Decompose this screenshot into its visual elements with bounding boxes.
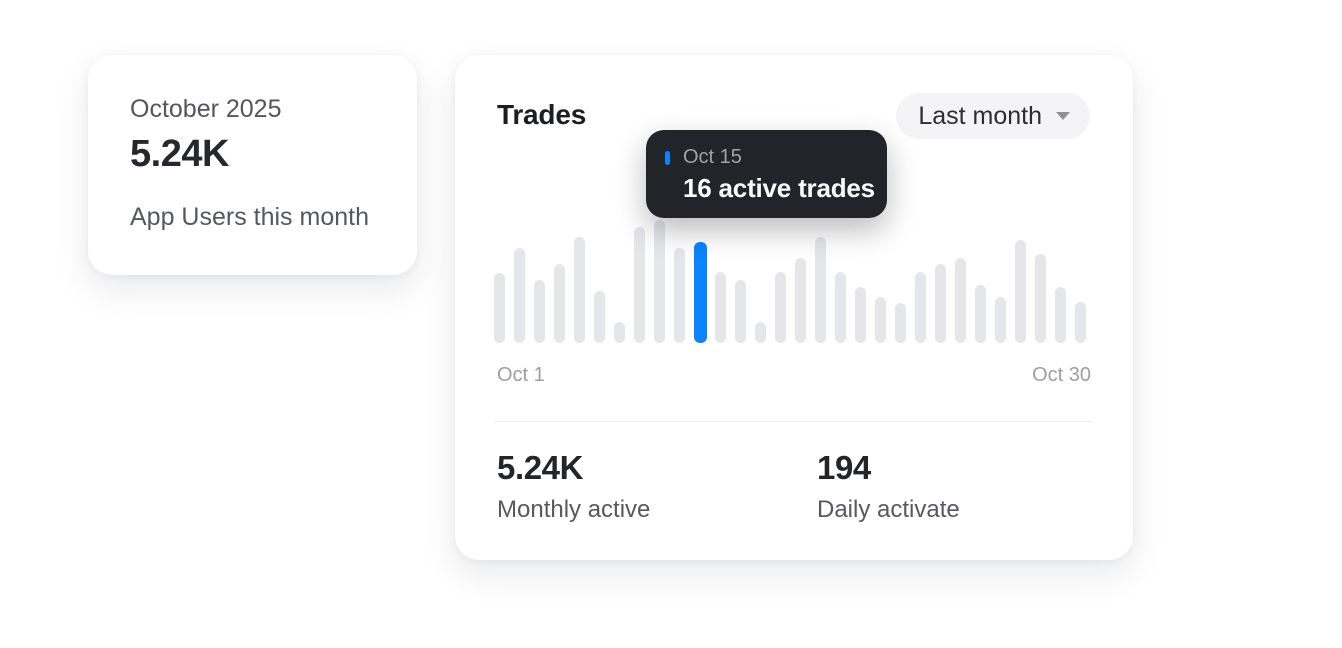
tooltip-header: Oct 15: [665, 146, 742, 169]
bar-oct-11[interactable]: [693, 242, 707, 343]
bar-oct-13[interactable]: [735, 280, 747, 343]
bar-oct-16[interactable]: [795, 258, 807, 343]
bar-oct-15[interactable]: [775, 272, 787, 343]
bar-oct-28[interactable]: [1034, 254, 1046, 343]
bar-oct-27[interactable]: [1014, 240, 1026, 343]
bar-oct-10[interactable]: [673, 248, 685, 343]
bar-oct-6[interactable]: [593, 291, 605, 343]
bar-chart: [494, 220, 1086, 343]
bar-oct-24[interactable]: [954, 258, 966, 343]
period-label: October 2025: [130, 95, 282, 123]
stats-row: 5.24K Monthly active 194 Daily activate: [497, 449, 1137, 524]
tooltip-date: Oct 15: [683, 146, 742, 168]
x-axis: Oct 1 Oct 30: [497, 364, 1091, 387]
stat-label: Monthly active: [497, 496, 651, 523]
bar-oct-22[interactable]: [915, 272, 927, 343]
range-selector-button[interactable]: Last month: [896, 93, 1090, 139]
stat-label: Daily activate: [817, 496, 960, 523]
bar-oct-8[interactable]: [633, 227, 645, 343]
axis-label-start: Oct 1: [497, 364, 545, 386]
bar-oct-17[interactable]: [815, 237, 827, 343]
bar-oct-7[interactable]: [613, 322, 625, 343]
divider: [495, 421, 1093, 422]
trades-card: Trades Last month Oct 15 16 active trade…: [455, 55, 1133, 560]
bar-oct-1[interactable]: [494, 273, 505, 343]
summary-card: October 2025 5.24K App Users this month: [88, 55, 417, 275]
card-title: Trades: [497, 99, 587, 130]
tooltip-value: 16 active trades: [683, 173, 875, 203]
summary-value: 5.24K: [130, 133, 229, 175]
bar-oct-19[interactable]: [855, 287, 867, 343]
stat-value: 194: [817, 449, 871, 486]
stat-daily-activate: 194 Daily activate: [817, 449, 1137, 524]
bar-oct-29[interactable]: [1054, 287, 1066, 343]
bar-oct-12[interactable]: [715, 272, 727, 343]
summary-caption: App Users this month: [130, 203, 369, 231]
bar-oct-14[interactable]: [755, 322, 767, 343]
bar-oct-30[interactable]: [1074, 302, 1086, 343]
range-selector-label: Last month: [918, 101, 1042, 130]
tooltip-marker-icon: [665, 150, 670, 165]
stat-monthly-active: 5.24K Monthly active: [497, 449, 817, 524]
chart-tooltip: Oct 15 16 active trades: [646, 130, 887, 218]
bar-oct-3[interactable]: [533, 280, 545, 343]
stat-value: 5.24K: [497, 449, 584, 486]
bar-oct-18[interactable]: [835, 272, 847, 343]
bar-oct-26[interactable]: [994, 297, 1006, 343]
bar-oct-2[interactable]: [513, 248, 525, 343]
bar-oct-23[interactable]: [934, 264, 946, 343]
bar-oct-25[interactable]: [974, 285, 986, 343]
bar-oct-21[interactable]: [895, 303, 907, 343]
bar-oct-9[interactable]: [653, 220, 665, 343]
chevron-down-icon: [1056, 112, 1070, 120]
bar-oct-20[interactable]: [875, 297, 887, 343]
axis-label-end: Oct 30: [1032, 364, 1091, 386]
bar-oct-4[interactable]: [553, 264, 565, 343]
bar-oct-5[interactable]: [573, 237, 585, 343]
